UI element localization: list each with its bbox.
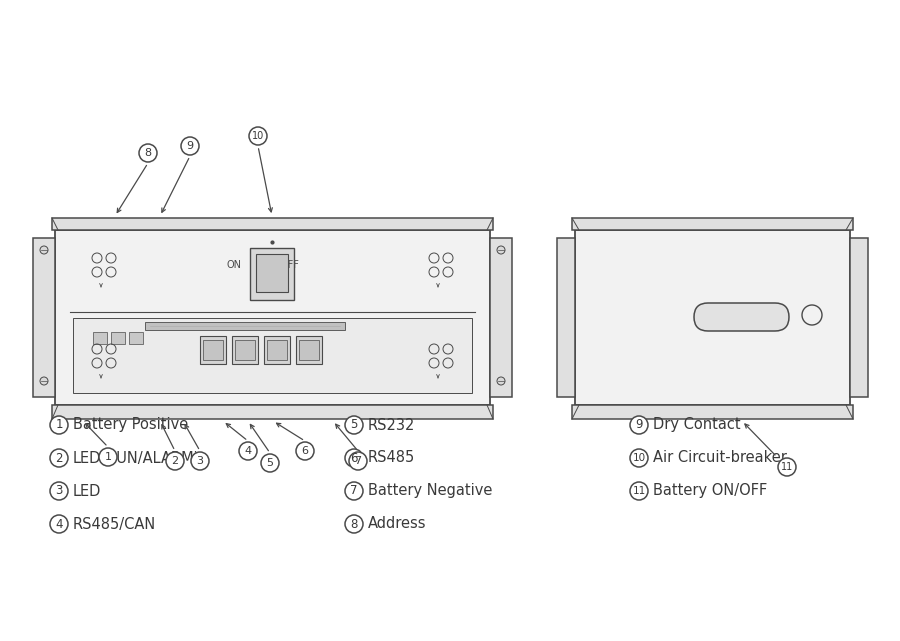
Circle shape xyxy=(497,246,505,254)
Circle shape xyxy=(261,454,279,472)
Text: 6: 6 xyxy=(350,451,358,465)
Text: 4: 4 xyxy=(55,517,63,531)
Text: LED: LED xyxy=(73,483,102,499)
Text: 11: 11 xyxy=(633,486,645,496)
Bar xyxy=(250,248,294,300)
Bar xyxy=(572,405,853,419)
Circle shape xyxy=(296,442,314,460)
Text: RS232: RS232 xyxy=(368,417,416,433)
Circle shape xyxy=(166,452,184,470)
Circle shape xyxy=(778,458,796,476)
Bar xyxy=(200,336,226,364)
Text: RS485/CAN: RS485/CAN xyxy=(73,517,157,531)
Circle shape xyxy=(181,137,199,155)
Text: 11: 11 xyxy=(781,462,793,472)
Circle shape xyxy=(345,416,363,434)
Bar xyxy=(52,405,493,419)
Text: 8: 8 xyxy=(350,517,357,531)
Bar xyxy=(111,332,125,344)
Bar xyxy=(129,332,143,344)
Text: Dry Contact: Dry Contact xyxy=(653,417,741,433)
Bar xyxy=(264,336,290,364)
Bar xyxy=(557,238,575,397)
Text: 10: 10 xyxy=(633,453,645,463)
Text: Battery ON/OFF: Battery ON/OFF xyxy=(653,483,767,499)
Text: 3: 3 xyxy=(55,485,63,497)
Bar xyxy=(490,238,512,397)
Text: 3: 3 xyxy=(196,456,203,466)
Circle shape xyxy=(50,515,68,533)
Bar xyxy=(299,340,319,360)
Bar xyxy=(93,332,107,344)
Bar xyxy=(575,230,850,405)
Bar xyxy=(256,254,288,292)
Text: 8: 8 xyxy=(144,148,151,158)
Bar xyxy=(296,336,322,364)
Text: 5: 5 xyxy=(266,458,274,468)
Text: 4: 4 xyxy=(245,446,252,456)
Bar xyxy=(232,336,258,364)
Circle shape xyxy=(345,449,363,467)
Circle shape xyxy=(50,482,68,500)
Circle shape xyxy=(630,482,648,500)
Circle shape xyxy=(40,377,48,385)
Text: 7: 7 xyxy=(350,485,358,497)
Text: 7: 7 xyxy=(355,456,362,466)
FancyBboxPatch shape xyxy=(694,303,789,331)
Text: Air Circuit-breaker: Air Circuit-breaker xyxy=(653,451,787,465)
Bar xyxy=(145,322,345,330)
Bar xyxy=(203,340,223,360)
Bar xyxy=(267,340,287,360)
Text: 1: 1 xyxy=(55,419,63,431)
Text: 5: 5 xyxy=(350,419,357,431)
Bar xyxy=(33,238,55,397)
Text: Battery Negative: Battery Negative xyxy=(368,483,492,499)
Circle shape xyxy=(50,416,68,434)
Text: 6: 6 xyxy=(302,446,309,456)
Circle shape xyxy=(249,127,267,145)
Circle shape xyxy=(239,442,257,460)
Circle shape xyxy=(40,246,48,254)
Text: Address: Address xyxy=(368,517,427,531)
Circle shape xyxy=(139,144,157,162)
Text: 9: 9 xyxy=(186,141,194,151)
Text: RS485: RS485 xyxy=(368,451,415,465)
Bar xyxy=(572,218,853,230)
Circle shape xyxy=(345,482,363,500)
Circle shape xyxy=(50,449,68,467)
Text: OFF: OFF xyxy=(281,260,300,270)
Circle shape xyxy=(630,416,648,434)
Circle shape xyxy=(99,448,117,466)
Bar xyxy=(850,238,868,397)
Text: ON: ON xyxy=(227,260,241,270)
Circle shape xyxy=(497,377,505,385)
Circle shape xyxy=(630,449,648,467)
Bar xyxy=(235,340,255,360)
Text: 1: 1 xyxy=(104,452,112,462)
Text: 10: 10 xyxy=(252,131,264,141)
Text: LED(RUN/ALARM): LED(RUN/ALARM) xyxy=(73,451,200,465)
Text: 2: 2 xyxy=(55,451,63,465)
Bar xyxy=(52,218,493,230)
Circle shape xyxy=(191,452,209,470)
Text: 2: 2 xyxy=(171,456,178,466)
Bar xyxy=(55,230,490,405)
Circle shape xyxy=(349,452,367,470)
Bar xyxy=(73,318,472,393)
Text: Battery Positive: Battery Positive xyxy=(73,417,188,433)
Circle shape xyxy=(345,515,363,533)
Text: 9: 9 xyxy=(635,419,643,431)
